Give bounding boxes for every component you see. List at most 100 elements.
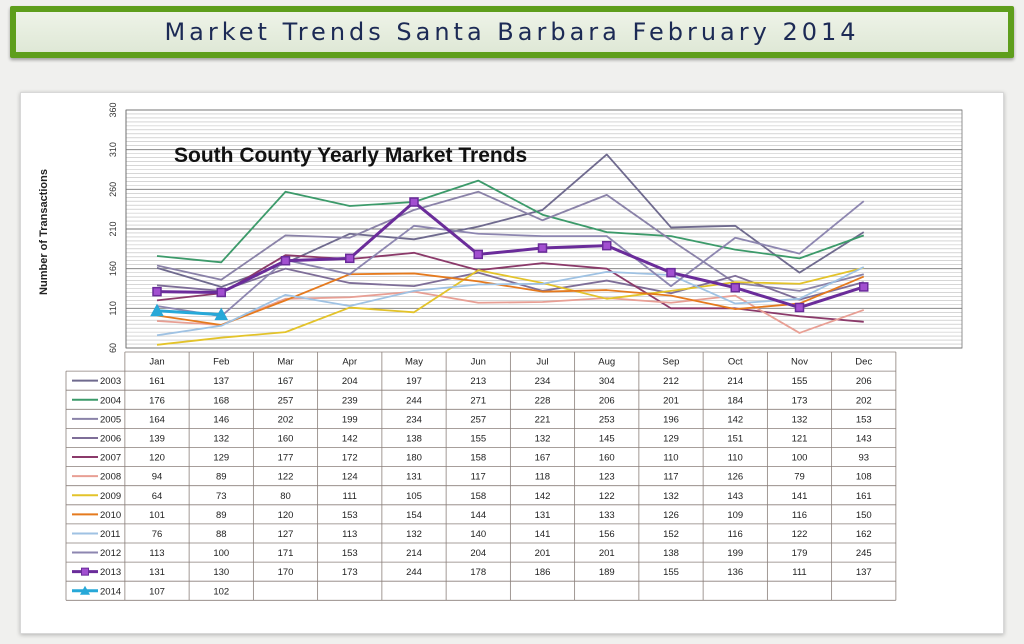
data-label: 170 xyxy=(278,567,294,578)
data-label: 73 xyxy=(216,491,227,502)
series-line-2007 xyxy=(156,251,864,323)
data-label: 146 xyxy=(213,414,229,425)
series-line-2010 xyxy=(156,272,865,326)
x-tick-label: Mar xyxy=(277,357,293,368)
legend-label-2004: 2004 xyxy=(100,395,121,406)
x-tick-label: Jun xyxy=(471,357,486,368)
data-label: 197 xyxy=(406,376,422,387)
data-point-2013 xyxy=(152,286,162,297)
data-label: 158 xyxy=(470,453,486,464)
data-label: 88 xyxy=(216,529,227,540)
data-label: 137 xyxy=(856,567,872,578)
data-label: 180 xyxy=(406,453,422,464)
legend-marker-2013 xyxy=(81,567,89,576)
data-label: 221 xyxy=(535,414,551,425)
data-label: 116 xyxy=(728,529,743,540)
data-label: 100 xyxy=(213,548,229,559)
data-label: 132 xyxy=(213,433,229,444)
data-label: 127 xyxy=(278,529,294,540)
data-label: 105 xyxy=(406,491,422,502)
data-label: 141 xyxy=(792,491,808,502)
data-label: 161 xyxy=(856,491,872,502)
data-label: 179 xyxy=(792,548,808,559)
series-lines xyxy=(150,153,869,346)
data-label: 186 xyxy=(535,567,551,578)
data-label: 100 xyxy=(792,453,808,464)
data-point-2013 xyxy=(345,253,355,264)
data-label: 178 xyxy=(470,567,486,578)
data-point-2014 xyxy=(150,303,164,317)
data-label: 214 xyxy=(727,376,743,387)
data-label: 167 xyxy=(535,453,551,464)
legend-label-2006: 2006 xyxy=(100,433,121,444)
x-tick-label: Nov xyxy=(791,357,808,368)
data-label: 129 xyxy=(213,453,229,464)
data-label: 206 xyxy=(599,395,615,406)
data-label: 245 xyxy=(856,548,872,559)
data-label: 172 xyxy=(342,453,358,464)
data-label: 189 xyxy=(599,567,615,578)
data-label: 234 xyxy=(406,414,422,425)
legend-label-2005: 2005 xyxy=(100,414,121,425)
data-label: 145 xyxy=(599,433,615,444)
x-tick-label: Feb xyxy=(213,357,229,368)
data-label: 126 xyxy=(727,472,743,483)
data-label: 131 xyxy=(149,567,165,578)
data-label: 79 xyxy=(794,472,805,483)
data-label: 129 xyxy=(663,433,679,444)
data-label: 234 xyxy=(535,376,551,387)
data-label: 122 xyxy=(599,491,615,502)
data-label: 150 xyxy=(856,510,872,521)
data-label: 244 xyxy=(406,567,422,578)
data-label: 177 xyxy=(278,453,294,464)
data-label: 123 xyxy=(599,472,615,483)
title-banner: Market Trends Santa Barbara February 201… xyxy=(10,6,1014,58)
data-label: 257 xyxy=(470,414,486,425)
data-label: 131 xyxy=(406,472,422,483)
y-tick-label: 160 xyxy=(108,261,118,276)
data-label: 109 xyxy=(727,510,743,521)
data-label: 167 xyxy=(278,376,294,387)
data-label: 111 xyxy=(792,567,806,578)
data-label: 142 xyxy=(535,491,551,502)
data-label: 199 xyxy=(727,548,743,559)
x-tick-label: Oct xyxy=(728,357,743,368)
series-line-2009 xyxy=(156,266,864,346)
x-tick-label: May xyxy=(405,357,423,368)
data-label: 155 xyxy=(470,433,486,444)
legend-label-2008: 2008 xyxy=(100,472,121,483)
data-label: 214 xyxy=(406,548,422,559)
data-label: 162 xyxy=(856,529,872,540)
y-tick-label: 310 xyxy=(108,142,118,157)
data-label: 176 xyxy=(149,395,165,406)
data-label: 156 xyxy=(599,529,615,540)
data-label: 199 xyxy=(342,414,358,425)
x-tick-label: Apr xyxy=(342,357,357,368)
data-label: 201 xyxy=(599,548,615,559)
legend-label-2009: 2009 xyxy=(100,491,121,502)
data-label: 122 xyxy=(792,529,808,540)
series-line-2014 xyxy=(156,309,222,317)
data-label: 155 xyxy=(663,567,679,578)
data-label: 110 xyxy=(728,453,743,464)
legend-label-2003: 2003 xyxy=(100,376,121,387)
data-label: 107 xyxy=(149,586,165,597)
data-label: 152 xyxy=(663,529,679,540)
x-tick-label: Sep xyxy=(663,357,680,368)
y-tick-label: 260 xyxy=(108,182,118,197)
series-line-2005 xyxy=(156,190,864,292)
data-label: 160 xyxy=(278,433,294,444)
legend-label-2007: 2007 xyxy=(100,453,121,464)
data-label: 136 xyxy=(727,567,743,578)
data-label: 244 xyxy=(406,395,422,406)
data-label: 143 xyxy=(856,433,872,444)
data-label: 126 xyxy=(663,510,679,521)
data-label: 253 xyxy=(599,414,615,425)
series-line-2008 xyxy=(156,290,865,334)
data-label: 204 xyxy=(470,548,486,559)
data-label: 206 xyxy=(856,376,872,387)
data-point-2013 xyxy=(473,249,483,260)
legend-label-2012: 2012 xyxy=(100,548,121,559)
data-label: 143 xyxy=(727,491,743,502)
data-label: 102 xyxy=(213,586,229,597)
